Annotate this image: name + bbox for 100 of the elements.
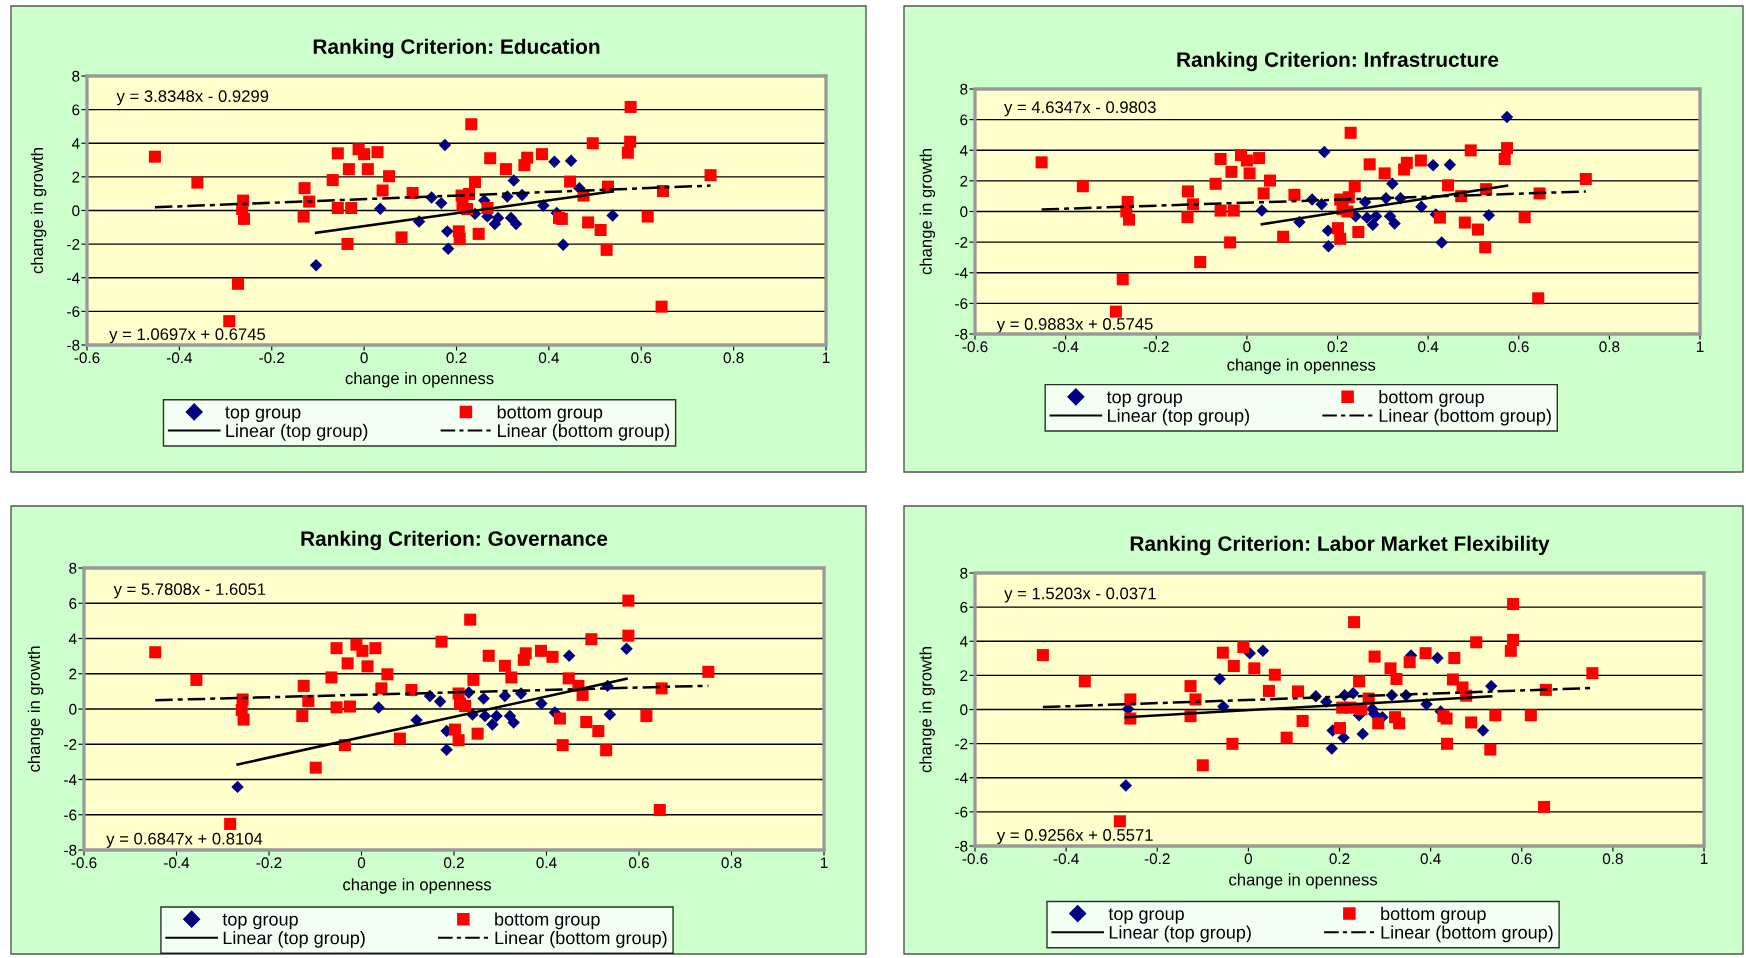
- point: [535, 148, 548, 161]
- point: [1189, 693, 1202, 706]
- point: [1500, 142, 1513, 155]
- point: [655, 682, 668, 695]
- point: [1035, 156, 1048, 169]
- legend-label: bottom group: [495, 912, 600, 930]
- chart-title: Ranking Criterion: Infrastructure: [1177, 51, 1499, 72]
- point: [702, 665, 715, 678]
- point: [148, 150, 161, 163]
- y-tick-label: 4: [959, 636, 968, 647]
- point: [1415, 200, 1428, 213]
- point: [585, 633, 598, 646]
- point: [1214, 152, 1227, 165]
- point: [1226, 737, 1239, 750]
- point: [564, 175, 577, 188]
- point: [1464, 144, 1477, 157]
- point: [1237, 641, 1250, 654]
- y-tick-label: 0: [960, 206, 968, 218]
- point: [1344, 126, 1357, 139]
- point: [1113, 815, 1126, 828]
- x-axis-title: change in openness: [343, 878, 491, 894]
- y-tick-label: 6: [960, 114, 968, 126]
- point: [433, 695, 447, 708]
- point: [1227, 659, 1240, 672]
- point: [238, 212, 251, 225]
- point: [1334, 232, 1347, 245]
- y-tick-label: -2: [955, 236, 968, 248]
- point: [1470, 636, 1483, 649]
- point: [624, 100, 637, 113]
- point: [1262, 684, 1275, 697]
- point: [1426, 159, 1440, 172]
- point: [1507, 598, 1520, 611]
- y-axis-title: change in growth: [919, 149, 936, 275]
- x-tick-label: 0.6: [1511, 853, 1532, 865]
- y-tick-label: -8: [67, 339, 80, 351]
- point: [341, 237, 354, 250]
- point: [1196, 759, 1209, 772]
- legend-label: top group: [225, 406, 301, 423]
- x-tick-label: 0.8: [723, 352, 744, 364]
- point: [1363, 158, 1376, 171]
- annotation: y = 0.9256x + 0.5571: [996, 829, 1153, 845]
- point: [296, 710, 309, 723]
- point: [297, 210, 310, 223]
- point: [640, 710, 653, 723]
- point: [580, 716, 593, 729]
- point: [1116, 273, 1129, 286]
- x-tick-label: 0: [1244, 853, 1253, 865]
- point: [704, 169, 717, 182]
- y-tick-label: 8: [960, 567, 968, 579]
- point: [453, 232, 466, 245]
- y-tick-label: -4: [955, 267, 968, 279]
- point: [534, 644, 547, 657]
- point: [1123, 213, 1136, 226]
- y-tick-label: -4: [67, 272, 80, 284]
- point: [345, 201, 358, 214]
- point: [594, 223, 607, 237]
- point: [478, 709, 492, 723]
- point: [223, 315, 236, 328]
- point: [1507, 633, 1520, 646]
- point: [1476, 724, 1490, 737]
- annotation: y = 0.6847x + 0.8104: [106, 832, 263, 848]
- point: [1384, 662, 1397, 675]
- point: [224, 817, 237, 830]
- point: [1524, 709, 1537, 722]
- point: [302, 694, 315, 707]
- point: [361, 660, 374, 673]
- point: [303, 195, 316, 208]
- legend-label: Linear (top group): [223, 931, 365, 948]
- y-tick-label: 2: [69, 668, 77, 680]
- point: [1227, 204, 1240, 217]
- x-tick-label: 1: [820, 857, 828, 869]
- point: [343, 700, 356, 713]
- point: [624, 135, 637, 148]
- y-tick-label: 2: [960, 175, 968, 187]
- point: [606, 209, 619, 222]
- y-tick-label: 4: [68, 633, 77, 645]
- point: [548, 155, 561, 168]
- y-tick-label: 8: [960, 83, 968, 95]
- x-tick-label: 1: [1700, 853, 1708, 865]
- point: [467, 673, 480, 686]
- legend-label: Linear (top group): [226, 423, 368, 441]
- annotation: y = 4.6347x - 0.9803: [1004, 101, 1156, 117]
- point: [1209, 177, 1222, 190]
- y-tick-label: 2: [960, 670, 968, 681]
- y-tick-label: 0: [69, 703, 77, 715]
- point: [1368, 650, 1381, 663]
- point: [1586, 667, 1599, 680]
- point: [556, 739, 569, 752]
- point: [1224, 236, 1237, 249]
- point: [472, 227, 485, 240]
- point: [1386, 177, 1399, 190]
- x-tick-label: 0.8: [1599, 341, 1620, 353]
- point: [1500, 110, 1514, 124]
- point: [1484, 743, 1497, 756]
- point: [1393, 717, 1406, 730]
- point: [1448, 651, 1461, 664]
- point: [374, 202, 387, 216]
- y-axis-title: change in growth: [919, 647, 935, 773]
- point: [452, 734, 465, 747]
- point: [331, 147, 344, 160]
